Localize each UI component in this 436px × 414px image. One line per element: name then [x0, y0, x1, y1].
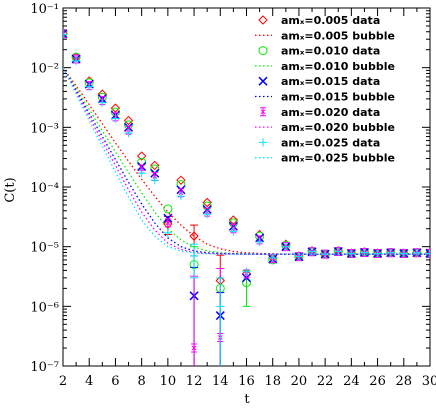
- x-tick-label: 4: [85, 374, 93, 389]
- x-tick-label: 18: [264, 374, 281, 389]
- marker-x: [63, 29, 68, 39]
- marker-circle: [163, 204, 173, 214]
- marker-plus: [176, 192, 185, 201]
- marker-plus: [281, 242, 290, 251]
- marker-plus: [111, 114, 120, 123]
- marker-diamond: [176, 175, 186, 185]
- legend-label: amₓ=0.015 data: [281, 75, 380, 88]
- bubble-curve: [63, 67, 430, 255]
- legend-label: amₓ=0.015 bubble: [281, 91, 395, 104]
- marker-plus: [360, 248, 369, 257]
- marker-plus: [399, 249, 408, 258]
- bubble-curve: [63, 67, 430, 255]
- marker-plus: [137, 169, 146, 178]
- marker-plus: [268, 253, 277, 262]
- x-tick-label: 6: [111, 374, 119, 389]
- x-tick-label: 16: [238, 374, 255, 389]
- marker-diamond: [228, 215, 239, 225]
- marker-diamond: [189, 231, 199, 241]
- marker-plus: [63, 30, 67, 39]
- legend-label: amₓ=0.020 bubble: [281, 121, 395, 134]
- y-tick-label: 10⁻⁵: [30, 241, 59, 256]
- marker-diamond: [163, 219, 173, 229]
- marker-plus: [255, 237, 264, 246]
- x-tick-label: 24: [343, 374, 360, 389]
- y-tick-label: 10⁻³: [30, 121, 59, 136]
- x-tick-label: 12: [186, 374, 203, 389]
- marker-plus: [308, 247, 317, 256]
- plot-area: [63, 28, 430, 366]
- y-tick-label: 10⁻⁷: [30, 360, 59, 375]
- marker-diamond: [123, 115, 134, 126]
- legend-label: amₓ=0.005 data: [281, 14, 380, 27]
- y-tick-label: 10⁻²: [30, 62, 59, 77]
- marker-plus: [98, 98, 107, 107]
- y-tick-label: 10⁻⁴: [30, 181, 59, 196]
- marker-plus: [373, 249, 382, 258]
- marker-plus: [347, 249, 356, 258]
- marker-star: [164, 218, 171, 228]
- marker-plus: [72, 56, 81, 65]
- x-tick-label: 20: [291, 374, 308, 389]
- legend-label: amₓ=0.005 bubble: [281, 29, 395, 42]
- marker-plus: [242, 267, 251, 276]
- marker-diamond: [150, 160, 160, 171]
- y-tick-label: 10⁻⁶: [30, 300, 59, 315]
- marker-plus: [150, 176, 159, 185]
- marker-diamond: [136, 151, 147, 161]
- marker-plus: [386, 248, 395, 257]
- marker-x: [163, 213, 173, 223]
- marker-diamond: [258, 15, 268, 25]
- marker-star: [191, 343, 198, 353]
- x-tick-label: 8: [138, 374, 146, 389]
- marker-plus: [412, 248, 421, 257]
- x-tick-label: 10: [160, 374, 177, 389]
- marker-plus: [216, 302, 225, 311]
- y-axis-label: C(t): [3, 177, 18, 202]
- x-tick-label: 22: [317, 374, 334, 389]
- marker-plus: [124, 129, 133, 138]
- marker-plus: [426, 249, 430, 258]
- marker-diamond: [110, 103, 121, 113]
- marker-plus: [203, 210, 212, 219]
- marker-x: [258, 76, 268, 86]
- marker-plus: [259, 138, 267, 147]
- x-axis-label: t: [244, 392, 250, 407]
- legend-label: amₓ=0.010 data: [281, 45, 380, 58]
- marker-plus: [85, 82, 94, 91]
- x-tick-label: 28: [396, 374, 413, 389]
- bubble-curve: [63, 67, 430, 255]
- marker-circle: [63, 28, 68, 38]
- legend-label: amₓ=0.020 data: [281, 106, 380, 119]
- marker-x: [425, 248, 430, 258]
- x-tick-label: 30: [422, 374, 436, 389]
- marker-plus: [163, 228, 172, 237]
- x-tick-label: 26: [369, 374, 386, 389]
- legend-label: amₓ=0.025 data: [281, 136, 380, 149]
- legend-label: amₓ=0.025 bubble: [281, 152, 395, 165]
- y-tick-label: 10⁻¹: [30, 2, 59, 17]
- marker-plus: [229, 227, 238, 236]
- marker-diamond: [202, 197, 212, 208]
- x-tick-label: 2: [59, 374, 67, 389]
- legend-label: amₓ=0.010 bubble: [281, 60, 395, 73]
- marker-star: [260, 107, 266, 117]
- x-tick-label: 14: [212, 374, 229, 389]
- marker-circle: [258, 46, 268, 56]
